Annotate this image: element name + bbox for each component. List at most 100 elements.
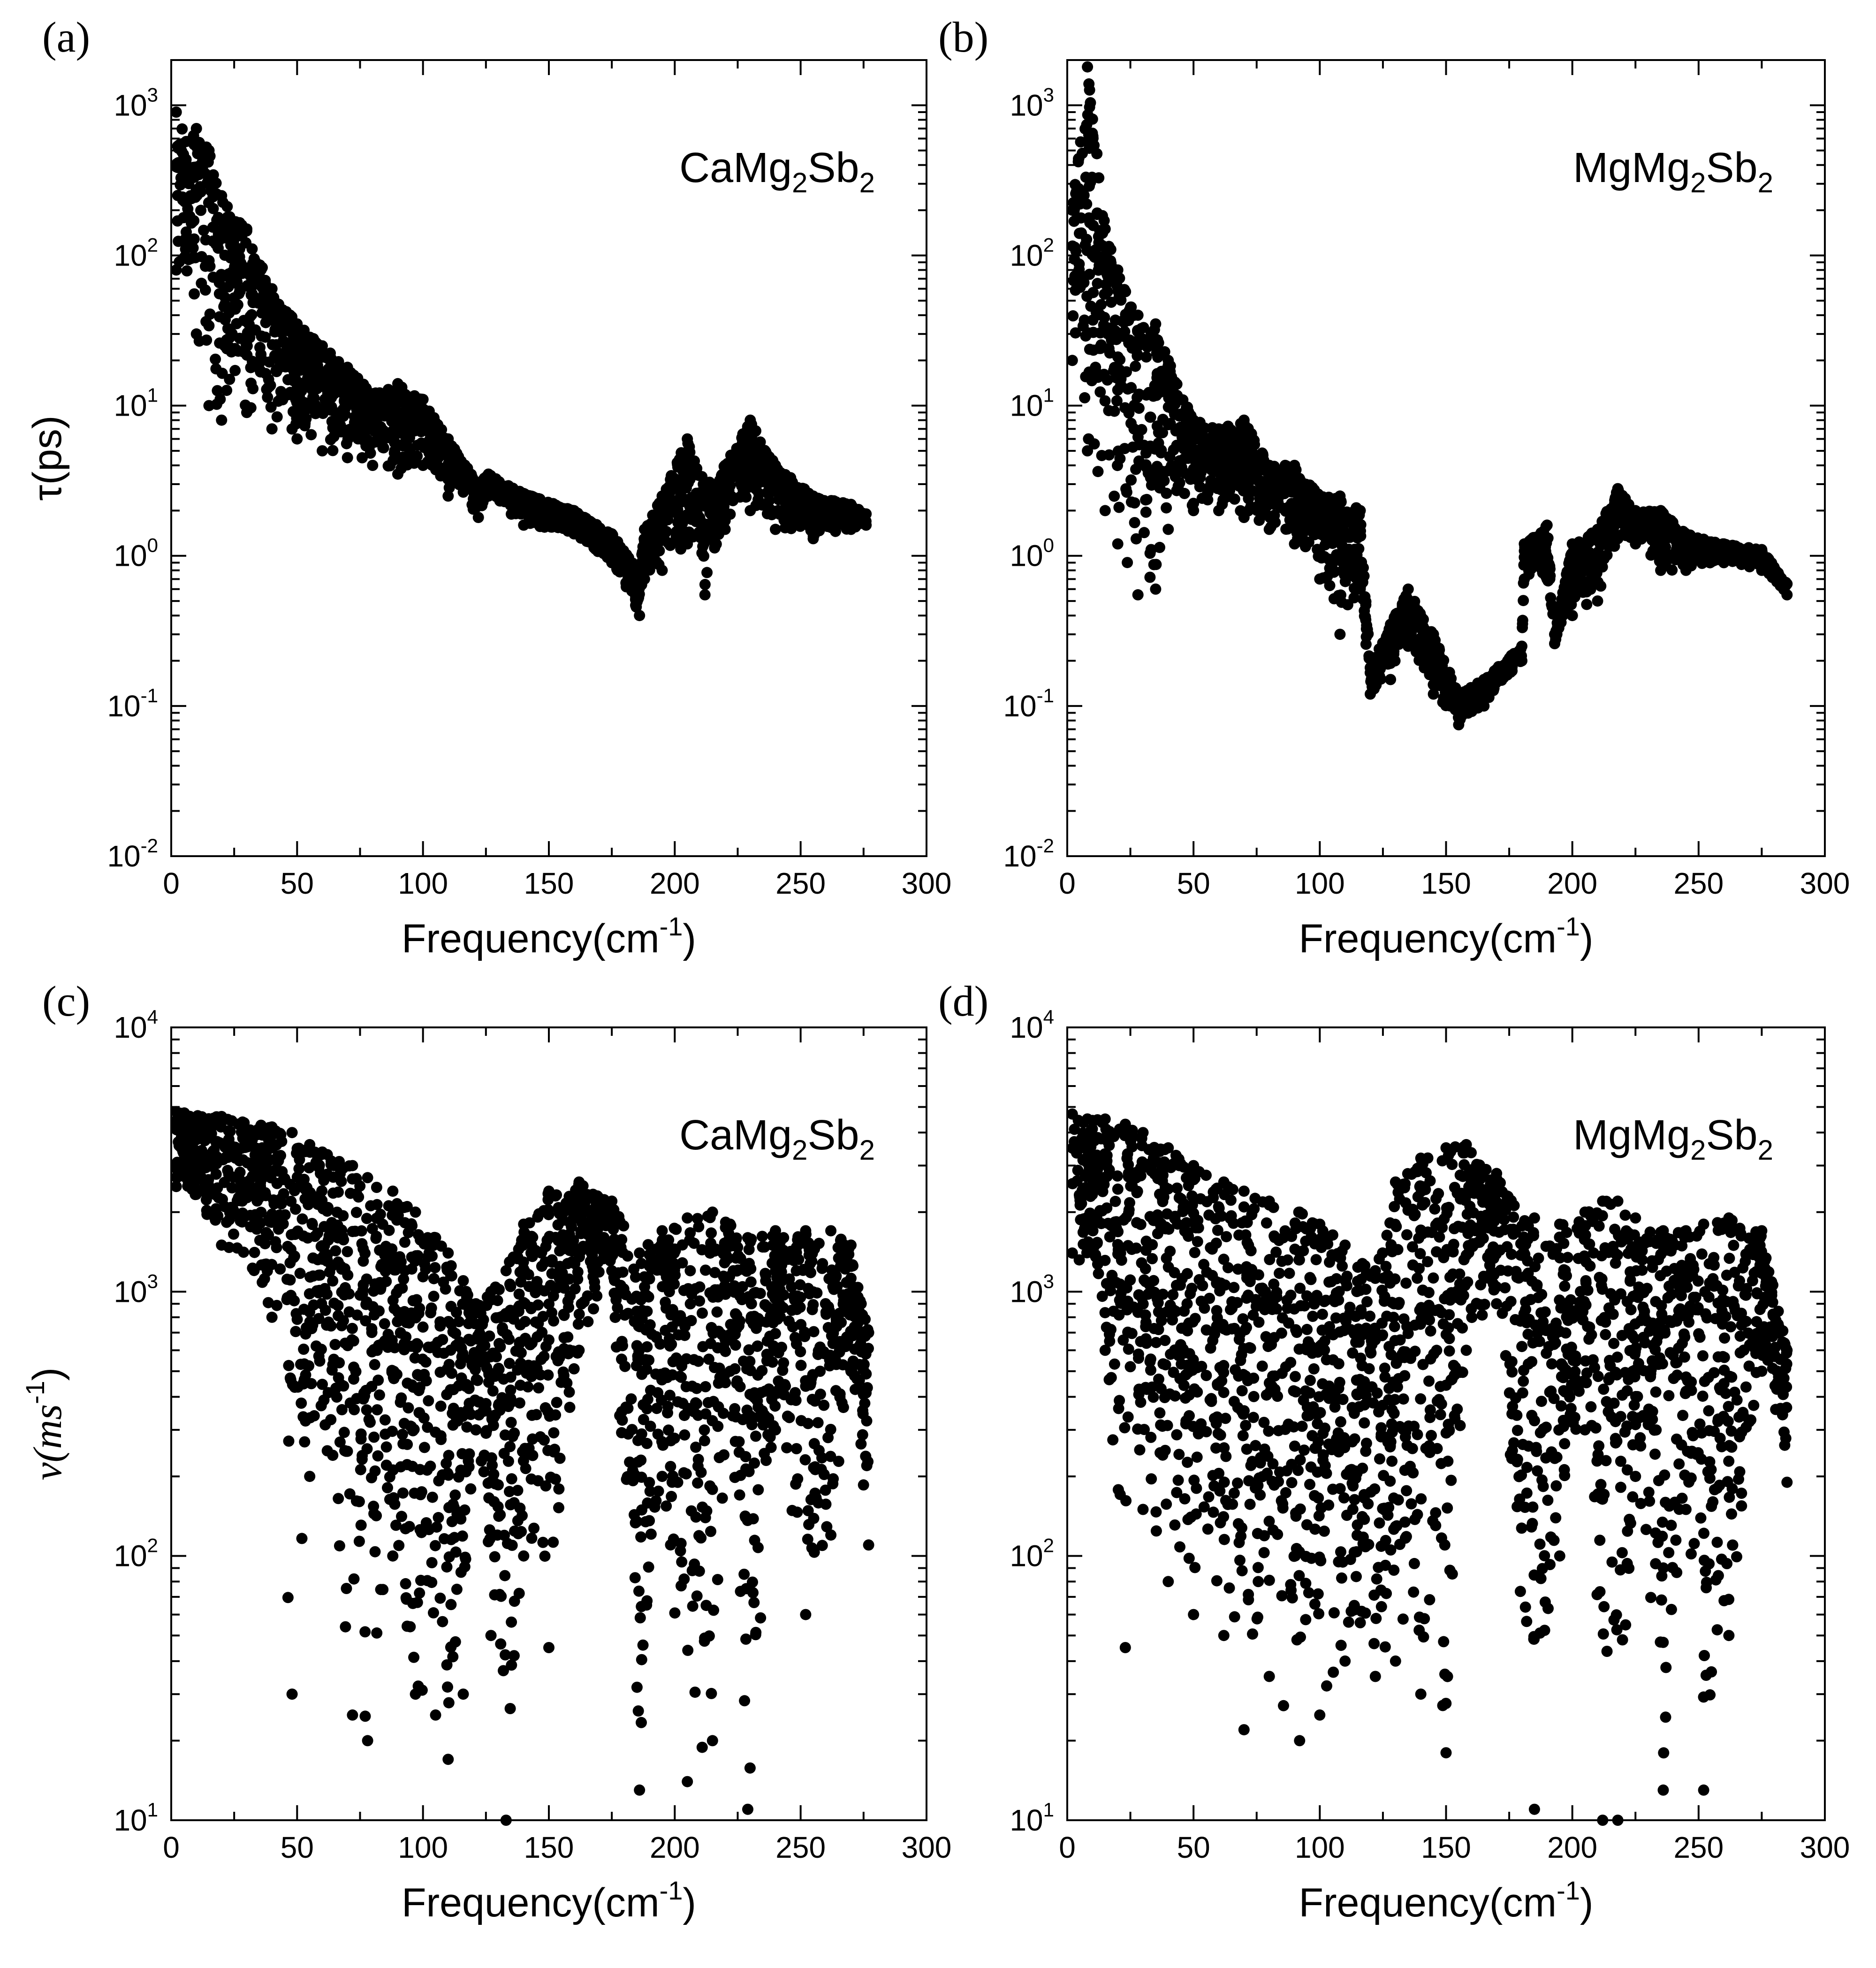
data-point [716,1492,728,1504]
data-point [1317,529,1328,541]
data-point [1128,423,1140,435]
data-point [1552,615,1564,627]
x-tick-label: 50 [1177,866,1210,900]
data-point [1140,506,1152,518]
data-point [783,500,795,512]
data-point [213,243,224,254]
data-point-high [1365,662,1376,674]
data-point-high [1263,460,1275,471]
data-point [275,319,287,330]
data-point [722,476,734,488]
data-point [275,386,287,397]
data-point [1498,666,1509,678]
data-point-high [203,144,215,156]
data-point-high [1099,223,1111,235]
data-point [195,205,207,216]
x-tick-label: 150 [524,866,574,900]
data-point [200,316,212,327]
data-point [1140,494,1152,506]
data-point [1109,490,1120,502]
data-point [1669,547,1681,559]
data-point [1219,474,1230,486]
data-point [630,600,641,611]
data-point [1360,623,1372,635]
data-point-low [1428,688,1439,700]
data-point [827,515,839,527]
data-point [266,339,278,350]
data-point-high [606,528,618,539]
data-point [701,567,713,578]
data-point [1073,152,1085,164]
data-point [1573,561,1585,573]
data-point [430,464,441,476]
data-point [1153,472,1164,484]
data-point [1261,485,1273,496]
data-point-low [845,524,857,535]
data-point-high [1188,414,1200,426]
data-point [181,265,193,277]
data-point [1081,290,1093,302]
data-point [324,379,335,391]
data-point [1358,562,1369,574]
data-point [377,442,389,454]
data-point [365,447,376,459]
data-point-high [1162,355,1174,366]
data-point [387,455,399,466]
data-point [689,501,701,512]
data-point [310,399,321,411]
compound-label: MgMg2Sb2 [1573,144,1773,198]
data-point-low [744,505,756,517]
data-point-high [1082,61,1094,73]
data-point [429,1262,441,1274]
data-point-high [1680,528,1692,539]
data-point-low [291,433,303,445]
data-point [198,225,210,236]
data-point [732,454,744,466]
panel-label: (b) [938,13,988,61]
chart-panel-0: 0 50 100 150 200 250 30010-210-1100101102103Fr… [25,13,951,961]
data-point [681,494,693,505]
data-point [634,1612,646,1624]
data-point [1366,674,1377,685]
data-point [290,418,302,430]
data-point-high [1289,460,1300,471]
data-point [1291,496,1303,508]
data-point [619,551,631,563]
data-point [699,501,711,512]
data-point [388,435,400,447]
data-point [231,263,243,275]
data-point [1333,523,1344,535]
data-point [1151,461,1163,472]
data-point [1115,294,1127,306]
data-point-high [1756,544,1768,555]
data-point [1152,351,1164,363]
data-point-high [392,378,403,389]
data-point-low [442,490,454,502]
data-point-low [1162,524,1174,535]
data-point-low [606,557,618,569]
data-point [296,1398,307,1409]
data-point [1355,519,1367,531]
data-point [1069,242,1080,253]
data-point [1708,555,1720,566]
data-point [1144,571,1156,583]
x-tick-label: 250 [1673,866,1724,900]
data-point [1131,533,1142,545]
data-point [587,521,599,533]
data-point [359,415,371,426]
y-axis-label: τ(ps) [25,415,70,501]
data-point [255,366,266,378]
data-point [1251,471,1262,483]
data-point [631,1681,643,1693]
data-point [372,420,383,432]
data-point [300,334,312,346]
data-point [171,158,182,169]
data-point-high [1402,583,1414,595]
data-point [211,214,223,226]
compound-label: CaMg2Sb2 [679,144,875,198]
data-point-high [417,394,429,405]
data-point [605,538,617,550]
data-point [1245,432,1256,443]
data-point-low [1385,674,1397,685]
